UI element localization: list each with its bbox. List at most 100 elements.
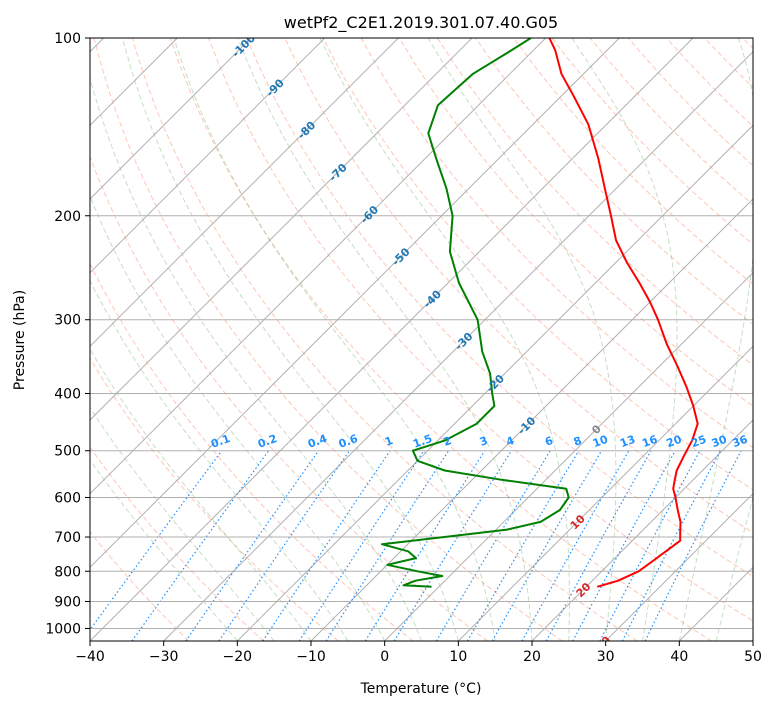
x-tick-label: 0 <box>380 649 389 665</box>
dry-adiabat-line <box>360 38 753 449</box>
mixing-ratio-line <box>262 450 391 641</box>
mixing-ratio-line <box>545 450 652 641</box>
dry-adiabat-line <box>246 38 753 578</box>
isotherm-line <box>90 38 473 421</box>
isotherm-label: 40 <box>623 678 643 698</box>
moist-adiabat-line <box>90 406 275 641</box>
x-tick-label: 50 <box>744 649 762 665</box>
mixing-ratio-label: 6 <box>543 434 555 449</box>
mixing-ratio-line <box>90 450 223 631</box>
isotherm-label: 30 <box>594 634 614 654</box>
dry-adiabat-line <box>90 262 414 641</box>
y-axis-label: Pressure (hPa) <box>12 290 28 390</box>
mixing-ratio-label: 25 <box>689 433 708 450</box>
y-tick-label: 900 <box>54 594 81 610</box>
isotherm-line <box>90 38 252 200</box>
mixing-ratio-label: 1 <box>383 434 395 449</box>
dry-adiabat-line <box>742 38 753 50</box>
dewpoint-profile <box>381 38 570 588</box>
mixing-ratio-label: 0.2 <box>256 432 279 451</box>
mixing-ratio-line <box>393 450 512 641</box>
moist-adiabat-line <box>319 38 570 641</box>
moist-adiabat-line <box>237 38 533 641</box>
mixing-ratio-line <box>599 450 701 641</box>
mixing-ratio-label: 8 <box>572 434 584 449</box>
moist-adiabat-line <box>173 38 496 641</box>
x-tick-label: −30 <box>149 649 179 665</box>
dry-adiabat-line <box>208 38 753 622</box>
isotherm-label: -90 <box>264 76 287 99</box>
mixing-ratio-line <box>131 450 270 641</box>
background-lines <box>90 38 753 641</box>
isotherm-line <box>90 38 694 641</box>
line-labels: 0.1 0.2 0.4 0.6 1 1.5 2 3 4 6 8 10 13 16 20 25 30 36-100-… <box>209 38 749 698</box>
y-tick-label: 800 <box>54 564 81 580</box>
profile-lines <box>381 38 699 588</box>
y-tick-label: 400 <box>54 387 81 403</box>
dry-adiabat-line <box>93 38 563 641</box>
x-tick-label: 20 <box>523 649 541 665</box>
plot-frame <box>89 37 754 642</box>
dry-adiabat-line <box>436 38 753 366</box>
mixing-ratio-line <box>644 450 742 641</box>
dry-adiabat-line <box>169 38 712 641</box>
x-axis-label: Temperature (°C) <box>360 681 482 697</box>
x-tick-label: 30 <box>597 649 615 665</box>
mixing-ratio-line <box>218 450 350 641</box>
dry-adiabat-line <box>666 38 753 128</box>
isotherm-line <box>90 38 620 569</box>
moist-adiabat-line <box>90 194 386 641</box>
mixing-ratio-label: 0.1 <box>209 432 232 451</box>
mixing-ratio-label: 0.6 <box>337 432 360 451</box>
isotherm-line <box>531 419 753 641</box>
y-tick-label: 500 <box>54 444 81 460</box>
dry-adiabat-line <box>513 38 753 285</box>
moist-adiabat-line <box>90 348 312 641</box>
isotherm-line <box>678 566 753 641</box>
dry-adiabat-line <box>90 357 339 641</box>
mixing-ratio-label: 4 <box>504 434 516 449</box>
x-tick-label: −20 <box>223 649 253 665</box>
mixing-ratio-line <box>298 450 425 641</box>
mixing-ratio-label: 2 <box>442 434 454 449</box>
dry-adiabat-line <box>322 38 753 491</box>
isotherm-line <box>752 640 753 641</box>
dry-adiabat-line <box>90 531 190 641</box>
y-tick-label: 600 <box>54 490 81 506</box>
mixing-ratio-line <box>621 450 721 641</box>
x-tick-label: 40 <box>670 649 688 665</box>
y-tick-label: 100 <box>54 31 81 47</box>
y-tick-label: 300 <box>54 313 81 329</box>
moist-adiabat-line <box>90 459 238 641</box>
x-tick-label: −40 <box>75 649 105 665</box>
moist-adiabat-line <box>678 38 753 641</box>
mixing-ratio-line <box>491 450 603 641</box>
dry-adiabat-line <box>398 38 753 407</box>
mixing-ratio-label: 20 <box>665 433 684 451</box>
isotherm-line <box>384 271 753 641</box>
mixing-ratio-label: 30 <box>710 433 729 451</box>
dry-adiabat-line <box>475 38 753 325</box>
isotherm-line <box>605 492 753 641</box>
mixing-ratio-label: 13 <box>618 433 637 450</box>
moist-adiabat-line <box>715 495 753 641</box>
x-tick-label: 10 <box>449 649 467 665</box>
isotherm-line <box>90 38 547 495</box>
mixing-ratio-label: 3 <box>478 434 490 449</box>
moist-adiabat-line <box>427 38 617 641</box>
moist-adiabat-line <box>90 76 422 641</box>
dry-adiabat-line <box>589 38 753 206</box>
y-tick-label: 1000 <box>45 621 81 637</box>
isotherm-line <box>457 345 753 641</box>
isotherm-line <box>236 124 753 641</box>
mixing-ratio-line <box>185 450 320 641</box>
mixing-ratio-label: 0.4 <box>306 432 329 451</box>
isotherm-line <box>310 198 753 641</box>
dry-adiabat-line <box>704 38 753 89</box>
mixing-ratio-label: 10 <box>591 433 610 451</box>
moist-adiabat-line <box>122 38 459 641</box>
x-tick-label: −10 <box>296 649 326 665</box>
isotherm-line <box>163 50 753 641</box>
axes: −40 −30 −20 −10 0 10 20 30 40 5010020030040050060… <box>45 31 762 665</box>
